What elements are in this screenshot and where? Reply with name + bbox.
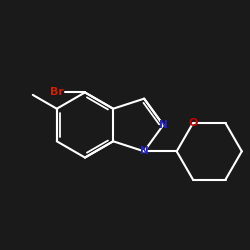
- Text: N: N: [140, 146, 148, 156]
- Text: N: N: [159, 120, 168, 130]
- Text: Br: Br: [50, 88, 64, 98]
- Text: O: O: [188, 118, 198, 128]
